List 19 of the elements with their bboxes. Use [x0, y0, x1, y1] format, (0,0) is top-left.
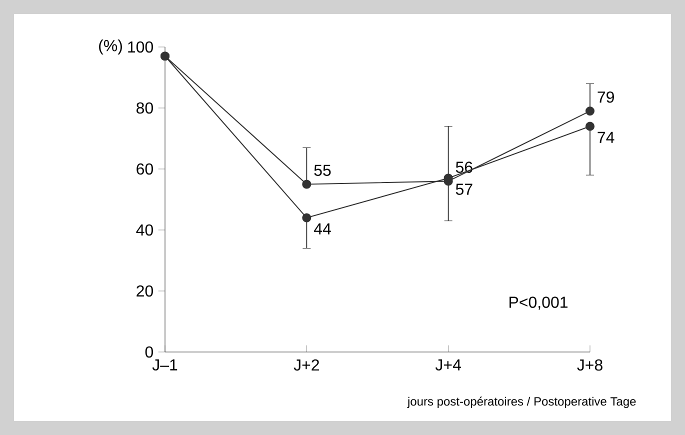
data-label: 79: [598, 91, 614, 103]
y-tick-label: 80: [136, 102, 154, 114]
y-tick-label: 100: [128, 41, 154, 53]
y-tick-label: 60: [136, 163, 154, 175]
x-tick-label: J–1: [152, 359, 178, 371]
x-axis-title: jours post-opératoires / Postoperative Tage: [407, 396, 636, 408]
data-label: 57: [456, 184, 472, 195]
y-tick-label: 40: [136, 224, 154, 236]
x-tick-label: J+2: [294, 359, 319, 371]
data-label: 55: [314, 164, 331, 176]
x-tick-label: J+8: [577, 359, 602, 371]
annotation: P<0,001: [510, 296, 568, 310]
y-tick-label: 20: [136, 285, 154, 297]
y-axis-title: (%): [99, 40, 122, 54]
data-label: 74: [598, 132, 614, 143]
data-label: 56: [456, 162, 472, 173]
y-tick-label: 0: [145, 346, 154, 358]
x-tick-label: J+4: [435, 359, 461, 371]
data-label: 44: [314, 223, 331, 234]
